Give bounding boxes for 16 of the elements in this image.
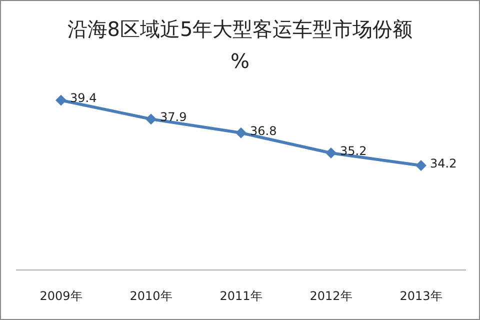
title: 沿海8区域近5年大型客运车型市场份额%: [67, 17, 413, 73]
data-label: 35.2: [340, 144, 367, 158]
x-tick-label: 2010年: [130, 289, 172, 303]
x-tick-label: 2009年: [40, 289, 82, 303]
point: [326, 147, 336, 158]
point: [236, 127, 246, 138]
point: [56, 94, 66, 106]
data-label: 39.4: [70, 91, 97, 106]
data-label: 36.8: [250, 124, 277, 138]
x-tick-label: 2012年: [310, 289, 352, 303]
x-tick-label: 2011年: [220, 289, 262, 303]
point: [416, 160, 426, 172]
point: [146, 114, 156, 125]
data-label: 34.2: [430, 156, 457, 171]
data-label: 37.9: [160, 110, 187, 124]
x-tick-label: 2013年: [400, 289, 442, 303]
